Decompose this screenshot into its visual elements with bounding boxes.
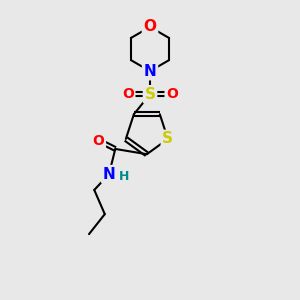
Text: S: S: [145, 87, 155, 102]
Text: S: S: [162, 131, 173, 146]
Text: N: N: [144, 64, 156, 79]
Text: O: O: [166, 87, 178, 101]
Text: O: O: [143, 20, 157, 34]
Text: H: H: [118, 170, 129, 183]
Text: N: N: [103, 167, 116, 182]
Text: O: O: [122, 87, 134, 101]
Text: O: O: [92, 134, 104, 148]
